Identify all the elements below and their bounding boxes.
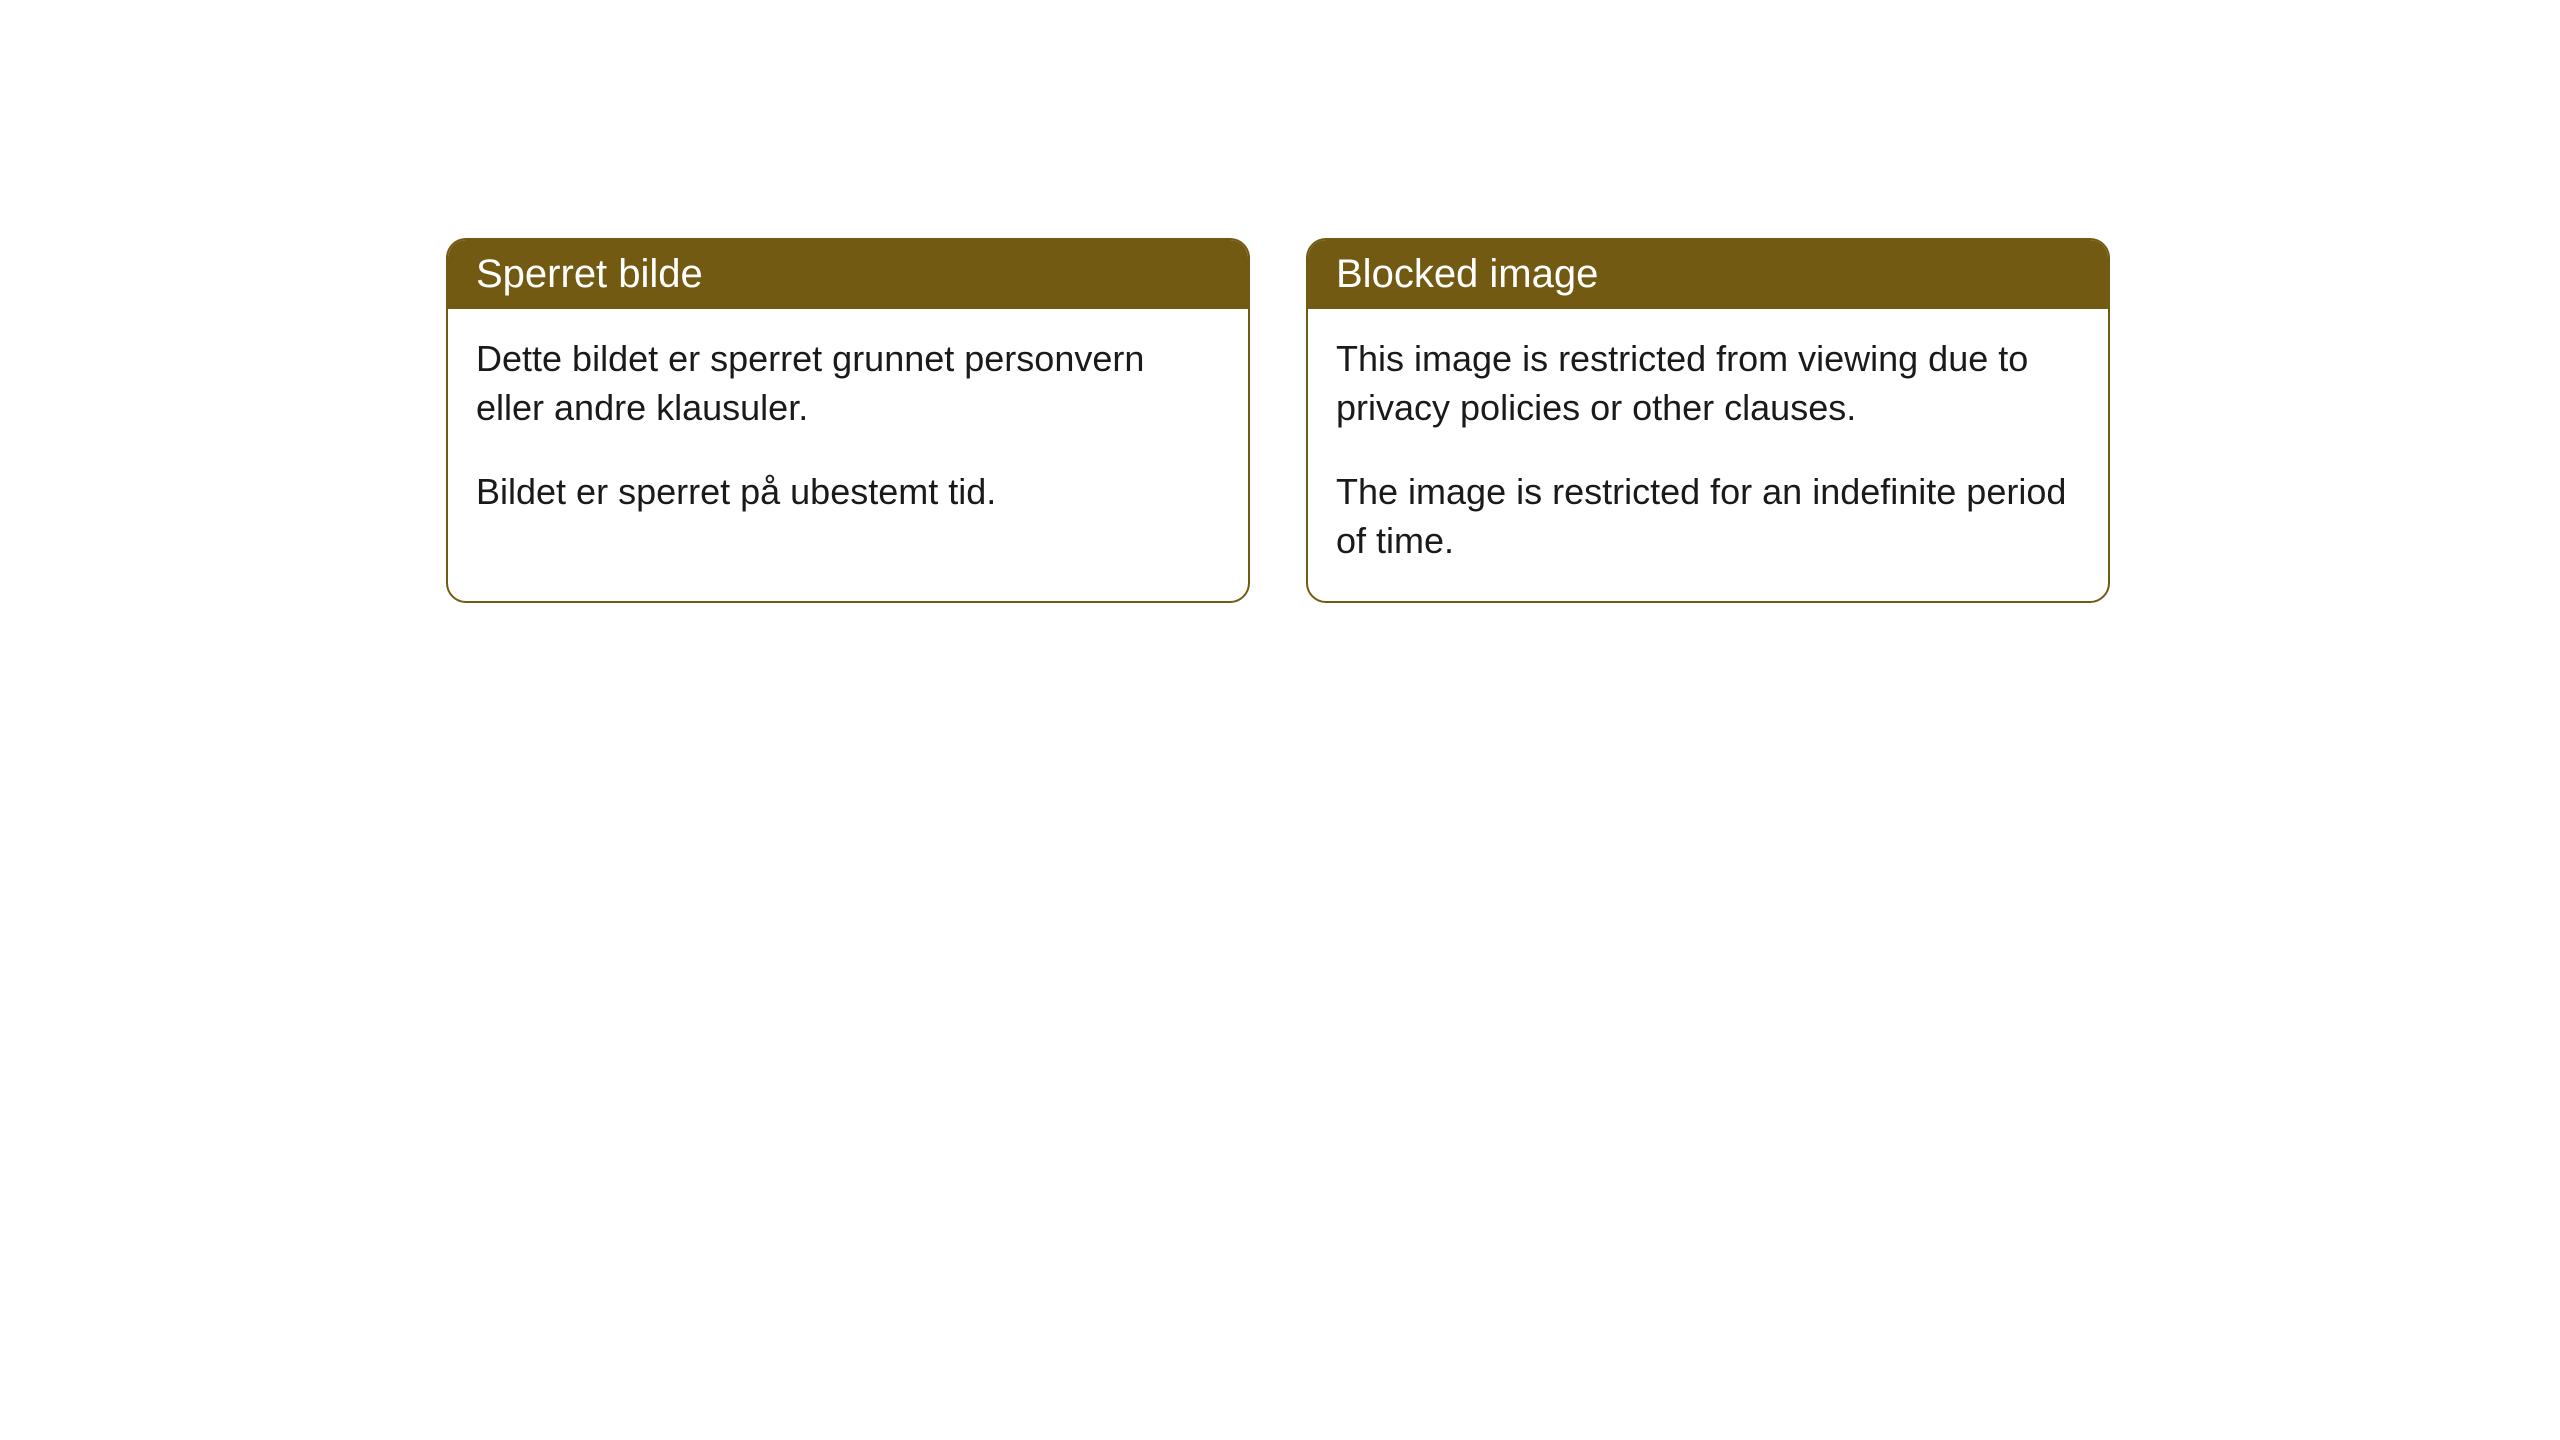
notice-paragraph: Dette bildet er sperret grunnet personve…	[476, 335, 1220, 432]
notice-body: This image is restricted from viewing du…	[1308, 309, 2108, 601]
notice-header: Sperret bilde	[448, 240, 1248, 309]
notice-card-english: Blocked image This image is restricted f…	[1306, 238, 2110, 603]
notice-container: Sperret bilde Dette bildet er sperret gr…	[446, 238, 2110, 603]
notice-body: Dette bildet er sperret grunnet personve…	[448, 309, 1248, 553]
notice-paragraph: Bildet er sperret på ubestemt tid.	[476, 468, 1220, 517]
notice-header: Blocked image	[1308, 240, 2108, 309]
notice-card-norwegian: Sperret bilde Dette bildet er sperret gr…	[446, 238, 1250, 603]
notice-paragraph: This image is restricted from viewing du…	[1336, 335, 2080, 432]
notice-paragraph: The image is restricted for an indefinit…	[1336, 468, 2080, 565]
